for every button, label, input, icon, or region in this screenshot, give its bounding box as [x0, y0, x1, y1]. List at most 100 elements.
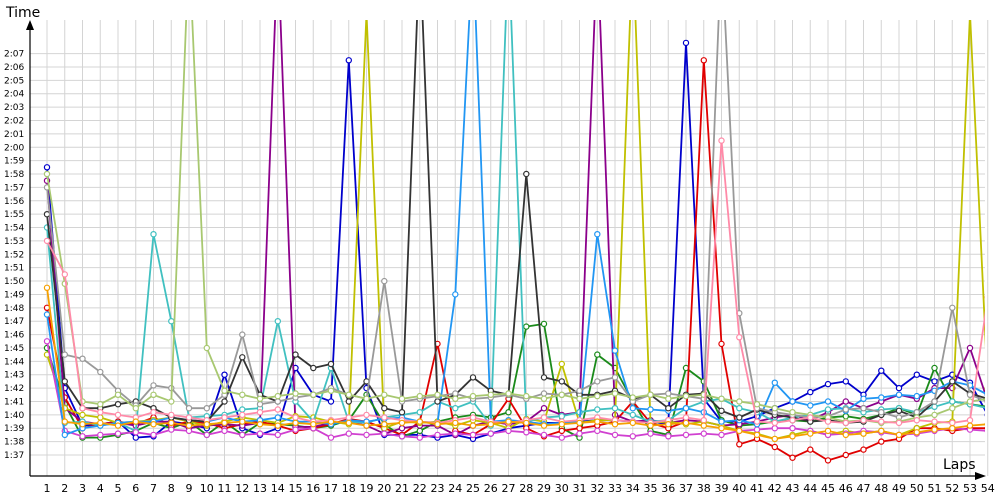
- data-point: [505, 409, 512, 416]
- data-point: [452, 390, 459, 397]
- data-point: [665, 395, 672, 402]
- data-point: [274, 422, 281, 429]
- x-tick-label: 53: [963, 482, 977, 495]
- data-point: [878, 409, 885, 416]
- data-point: [150, 382, 157, 389]
- x-tick-label: 17: [324, 482, 338, 495]
- data-point: [594, 351, 601, 358]
- data-point: [682, 405, 690, 412]
- data-point: [540, 414, 548, 421]
- data-point: [949, 405, 956, 412]
- data-point: [789, 409, 796, 416]
- data-point: [452, 405, 459, 412]
- series-lines: [43, 20, 985, 464]
- data-point: [966, 422, 974, 429]
- y-tick-label: 1:58: [4, 170, 24, 180]
- data-point: [345, 398, 352, 405]
- data-point: [203, 405, 210, 412]
- x-tick-label: 21: [395, 482, 409, 495]
- y-tick-label: 2:01: [4, 130, 24, 140]
- data-point: [540, 431, 548, 439]
- x-tick-label: 44: [803, 482, 817, 495]
- data-point: [61, 351, 69, 358]
- data-point: [824, 457, 832, 464]
- x-tick-label: 6: [132, 482, 139, 495]
- data-point: [292, 390, 299, 397]
- x-tick-label: 14: [271, 482, 285, 495]
- data-point: [43, 164, 51, 171]
- data-point: [97, 419, 104, 427]
- y-tick-label: 1:47: [4, 317, 24, 327]
- data-point: [523, 392, 530, 400]
- data-point: [43, 284, 51, 291]
- data-point: [878, 394, 885, 401]
- data-point: [842, 451, 850, 459]
- data-point: [345, 57, 352, 64]
- y-tick-label: 1:38: [4, 438, 24, 448]
- series-line: [46, 20, 985, 424]
- x-tick-label: 18: [342, 482, 356, 495]
- data-point: [824, 406, 832, 413]
- y-tick-label: 1:51: [4, 264, 24, 274]
- data-point: [434, 391, 441, 398]
- x-tick-label: 33: [608, 482, 622, 495]
- x-tick-label: 45: [821, 482, 835, 495]
- data-point: [114, 401, 122, 408]
- y-tick-label: 2:00: [4, 143, 24, 153]
- data-point: [895, 391, 903, 398]
- data-point: [682, 419, 690, 427]
- data-point: [381, 391, 388, 398]
- y-tick-label: 1:43: [4, 371, 24, 381]
- data-point: [274, 318, 281, 325]
- data-point: [558, 434, 566, 441]
- data-point: [43, 338, 51, 345]
- x-tick-label: 3: [79, 482, 86, 495]
- x-tick-label: 10: [200, 482, 214, 495]
- data-point: [345, 419, 352, 427]
- data-point: [611, 421, 619, 428]
- data-point: [114, 430, 122, 437]
- data-point: [594, 392, 601, 400]
- data-point: [842, 378, 850, 385]
- x-tick-label: 41: [750, 482, 764, 495]
- x-tick-label: 49: [892, 482, 906, 495]
- x-tick-label: 16: [306, 482, 320, 495]
- x-tick-label: 32: [590, 482, 604, 495]
- data-point: [505, 427, 512, 435]
- data-point: [611, 390, 619, 397]
- x-tick-label: 25: [466, 482, 480, 495]
- data-point: [558, 413, 566, 420]
- data-point: [540, 320, 548, 328]
- x-tick-label: 20: [377, 482, 391, 495]
- y-axis-arrow: [26, 20, 34, 30]
- data-point: [132, 418, 139, 425]
- data-point: [114, 411, 122, 419]
- data-point: [576, 425, 583, 432]
- data-point: [807, 414, 814, 421]
- data-point: [771, 419, 779, 427]
- data-point: [221, 427, 228, 435]
- data-point: [168, 426, 175, 433]
- data-point: [416, 427, 423, 435]
- x-tick-label: 52: [945, 482, 959, 495]
- data-point: [860, 405, 867, 412]
- data-point: [913, 392, 921, 400]
- data-point: [558, 427, 566, 435]
- data-point: [860, 395, 867, 402]
- y-tick-label: 2:04: [4, 90, 24, 100]
- y-tick-label: 1:48: [4, 304, 24, 314]
- data-point: [931, 403, 938, 410]
- data-point: [949, 378, 956, 385]
- data-point: [381, 430, 388, 437]
- data-point: [381, 405, 388, 412]
- data-point: [132, 405, 139, 412]
- data-point: [771, 425, 779, 432]
- data-point: [878, 367, 885, 374]
- data-point: [416, 409, 423, 416]
- data-point: [576, 395, 583, 402]
- data-point: [540, 390, 548, 397]
- data-point: [647, 422, 654, 429]
- data-point: [150, 431, 157, 439]
- data-point: [718, 137, 725, 144]
